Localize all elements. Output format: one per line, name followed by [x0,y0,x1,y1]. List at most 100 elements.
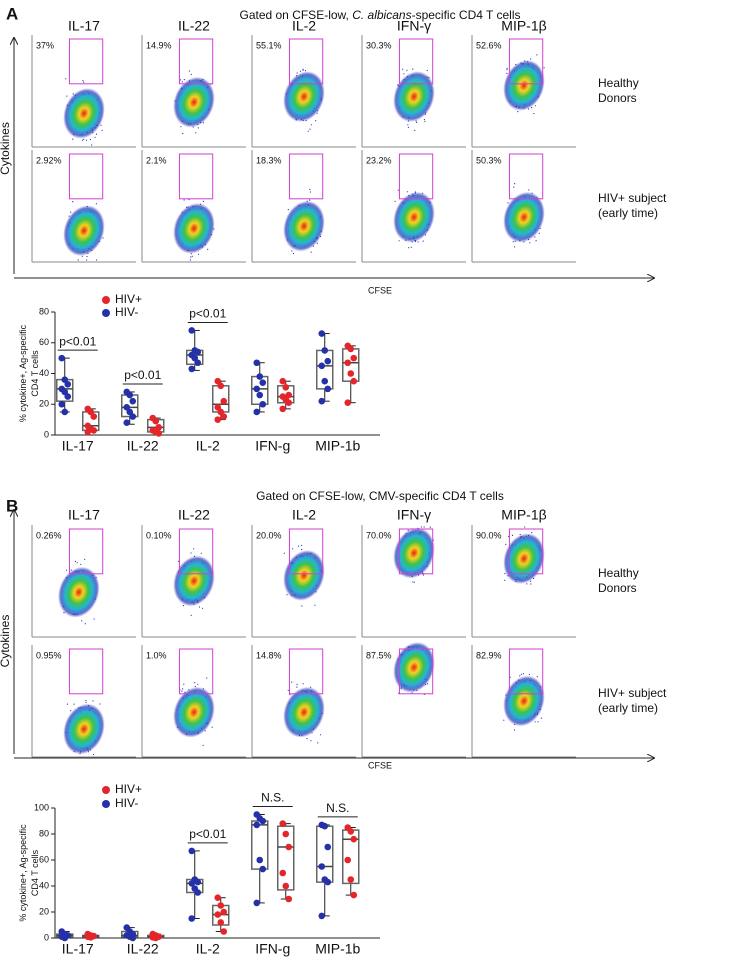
significance-label: N.S. [326,801,349,815]
data-point [321,822,329,830]
data-point [318,863,326,870]
event-dot [407,126,409,128]
event-dot [190,256,192,258]
density-blob [283,200,325,252]
gate [508,648,544,695]
gate-percent: 2.92% [36,155,62,165]
event-dot [198,606,201,608]
category-label: IL-17 [62,438,94,454]
y-tick-label: 20 [39,906,49,916]
gate-percent: 90.0% [476,530,502,540]
event-dot [528,673,531,676]
event-dot [394,200,396,202]
data-point [350,891,358,899]
event-dot [301,605,303,607]
legend-marker [102,296,110,304]
gate-percent: 0.10% [146,530,172,540]
flow-plot: 20.0% [251,525,356,638]
event-dot [190,73,192,75]
title-part: Gated on CFSE-low, [239,8,352,22]
event-dot [181,81,183,83]
data-point [321,347,329,354]
data-point [214,894,222,901]
cytokine-label: IL-22 [178,507,210,523]
event-dot [292,548,294,550]
legend-marker [102,800,110,808]
event-dot [543,67,545,69]
event-dot [506,72,508,74]
flow-plot: 70.0% [361,525,466,638]
data-point [285,895,293,903]
data-point [318,330,326,337]
data-point [347,828,355,835]
gate [288,153,324,200]
gate [288,648,324,695]
category-label: MIP-1b [315,438,360,454]
gate [68,38,104,85]
data-point [214,416,222,423]
cytokine-label: IL-17 [68,18,100,34]
event-dot [403,73,405,75]
event-dot [530,583,532,585]
data-point [285,843,293,851]
data-point [64,393,72,400]
event-dot [503,719,505,721]
data-point [194,878,202,886]
row-label-line: Donors [598,91,637,105]
flow-plot: 0.95% [31,645,136,758]
event-dot [533,112,535,115]
gate [68,528,104,575]
event-dot [506,67,508,69]
event-dot [423,526,425,528]
gate-percent: 30.3% [366,40,392,50]
category-label: IFN-g [255,438,290,454]
gate-percent: 20.0% [256,530,282,540]
gate-percent: 70.0% [366,530,392,540]
data-point [282,384,290,391]
data-point [350,835,358,843]
event-dot [410,246,412,248]
event-dot [296,72,298,74]
flow-plot: 87.5% [361,642,466,758]
data-point [220,908,228,916]
cytokine-label: IL-2 [292,507,316,523]
data-point [344,359,352,367]
event-dot [528,189,530,191]
y-tick-label: 20 [39,399,49,409]
event-dot [301,549,303,551]
data-point [214,911,222,918]
event-dot [200,552,202,554]
event-dot [207,248,209,250]
box [316,825,334,883]
event-dot [70,211,72,213]
event-dot [194,685,196,688]
event-dot [307,130,309,132]
density-blob [173,686,215,738]
data-point [324,385,332,393]
data-point [58,400,66,408]
data-point [188,327,196,334]
row-label-line: HIV+ subject [598,686,667,700]
gate [178,648,214,695]
data-point [129,397,137,405]
event-dot [202,607,204,609]
event-dot [412,68,414,70]
cytokine-label: IL-22 [178,18,210,34]
data-point [253,821,261,829]
data-point [129,413,137,420]
row-label: HIV+ subject (early time) [598,191,667,220]
y-tick-label: 40 [39,368,49,378]
gate-percent: 82.9% [476,650,502,660]
event-dot [85,701,87,704]
event-dot [81,620,83,622]
event-dot [182,132,184,135]
flow-plot: 23.2% [361,150,466,263]
data-point [279,869,287,877]
legend-label: HIV- [115,796,138,810]
event-dot [81,255,83,257]
panel-title: Gated on CFSE-low, C. albicans-specific … [239,8,520,22]
event-dot [408,247,410,249]
event-dot [194,682,196,684]
gate-percent: 52.6% [476,40,502,50]
